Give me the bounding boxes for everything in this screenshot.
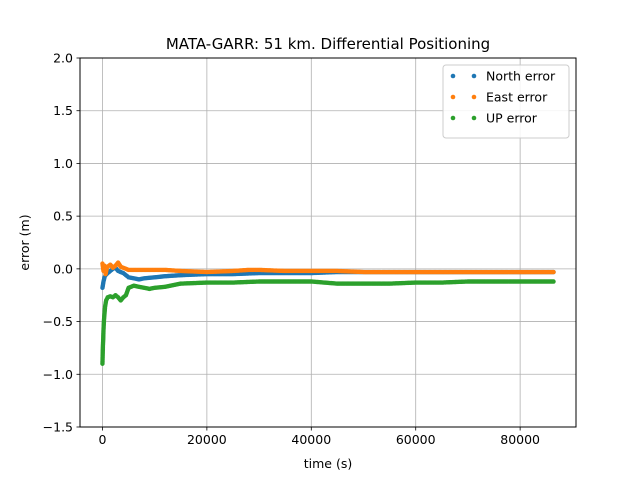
legend-marker (450, 94, 456, 100)
series-up-error (100, 279, 556, 366)
legend-marker (450, 73, 456, 79)
legend-label: UP error (486, 111, 538, 126)
legend-label: East error (486, 90, 548, 105)
legend-item: North error (450, 69, 556, 84)
legend-label: North error (486, 69, 556, 84)
y-tick-label: −1.0 (43, 367, 73, 382)
y-axis-label: error (m) (17, 214, 32, 270)
chart-title: MATA-GARR: 51 km. Differential Positioni… (166, 35, 490, 53)
legend-marker (450, 115, 456, 121)
x-tick-label: 20000 (187, 432, 227, 447)
x-tick-label: 40000 (291, 432, 331, 447)
data-point (551, 279, 556, 284)
series-east-error (100, 260, 556, 277)
legend-marker (471, 73, 477, 79)
y-tick-label: 0.5 (53, 209, 73, 224)
x-tick-label: 0 (98, 432, 106, 447)
y-tick-label: 2.0 (53, 51, 73, 66)
data-point (551, 269, 556, 275)
x-tick-label: 60000 (396, 432, 436, 447)
legend-item: East error (450, 90, 548, 105)
x-tick-label: 80000 (500, 432, 540, 447)
x-axis-label: time (s) (304, 456, 352, 471)
y-tick-label: −0.5 (43, 314, 73, 329)
y-tick-label: 0.0 (53, 261, 73, 276)
y-tick-label: 1.0 (53, 156, 73, 171)
legend-marker (471, 115, 477, 121)
legend-item: UP error (450, 111, 538, 126)
legend-marker (471, 94, 477, 100)
y-tick-label: 1.5 (53, 103, 73, 118)
series-layer (100, 260, 556, 366)
y-tick-label: −1.5 (43, 420, 73, 435)
axis-ticks: 0 20000 40000 60000 80000 −1.5 −1.0 −0.5 0.0 0.5 1… (43, 51, 540, 448)
legend: North error East error UP error (442, 64, 570, 139)
plot-frame (79, 57, 577, 428)
